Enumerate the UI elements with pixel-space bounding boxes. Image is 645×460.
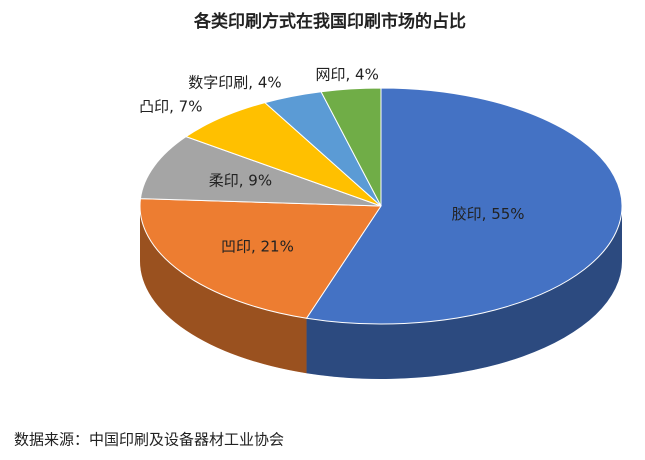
pie-slice	[184, 102, 382, 207]
pie-slice	[139, 136, 382, 207]
data-label: 数字印刷, 4%	[188, 74, 281, 92]
data-label: 柔印, 9%	[209, 172, 272, 190]
data-label: 网印, 4%	[315, 65, 378, 83]
data-label: 凸印, 7%	[139, 97, 202, 115]
pie-slice	[305, 87, 623, 325]
data-label: 凹印, 21%	[221, 238, 294, 256]
pie-slice	[320, 87, 382, 207]
slice-side-shade	[306, 206, 622, 379]
pie-sides	[140, 206, 622, 379]
slice-side	[140, 206, 307, 374]
source-note: 数据来源：中国印刷及设备器材工业协会	[14, 431, 284, 449]
slice-side	[306, 206, 622, 379]
slice-side-shade	[140, 206, 307, 374]
chart-title: 各类印刷方式在我国印刷市场的占比	[193, 11, 466, 32]
data-label: 胶印, 55%	[452, 205, 525, 223]
pie-slice	[139, 198, 382, 319]
pie-labels: 胶印, 55% 凹印, 21% 柔印, 9% 凸印, 7% 数字印刷, 4% 网印, 4%	[139, 65, 524, 255]
pie-tops	[139, 87, 623, 325]
